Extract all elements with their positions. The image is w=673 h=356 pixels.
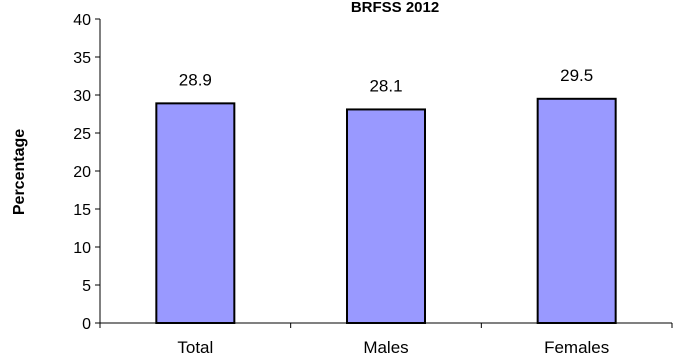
y-tick-label: 0: [82, 316, 91, 333]
data-label: 29.5: [560, 66, 593, 85]
y-tick-label: 40: [73, 12, 91, 29]
bar-males: [346, 108, 426, 324]
bar-total: [155, 102, 236, 324]
y-tick-label: 20: [73, 164, 91, 181]
x-category-label: Females: [544, 338, 609, 356]
y-tick-label: 10: [73, 240, 91, 257]
plot-area: 0 5 10 15 20 25 30 35 40 28.9 Total 28.1 Males 29.5 Fe…: [73, 12, 673, 356]
chart-title: BRFSS 2012: [351, 0, 439, 16]
y-tick-label: 5: [82, 278, 91, 295]
data-label: 28.9: [179, 70, 212, 89]
x-category-label: Total: [177, 338, 213, 356]
data-label: 28.1: [369, 76, 402, 95]
y-tick-label: 25: [73, 126, 91, 143]
bar-females: [536, 97, 617, 324]
y-tick-label: 30: [73, 88, 91, 105]
y-tick-label: 35: [73, 50, 91, 67]
y-axis-label: Percentage: [11, 129, 28, 215]
y-tick-label: 15: [73, 202, 91, 219]
x-category-label: Males: [363, 338, 408, 356]
